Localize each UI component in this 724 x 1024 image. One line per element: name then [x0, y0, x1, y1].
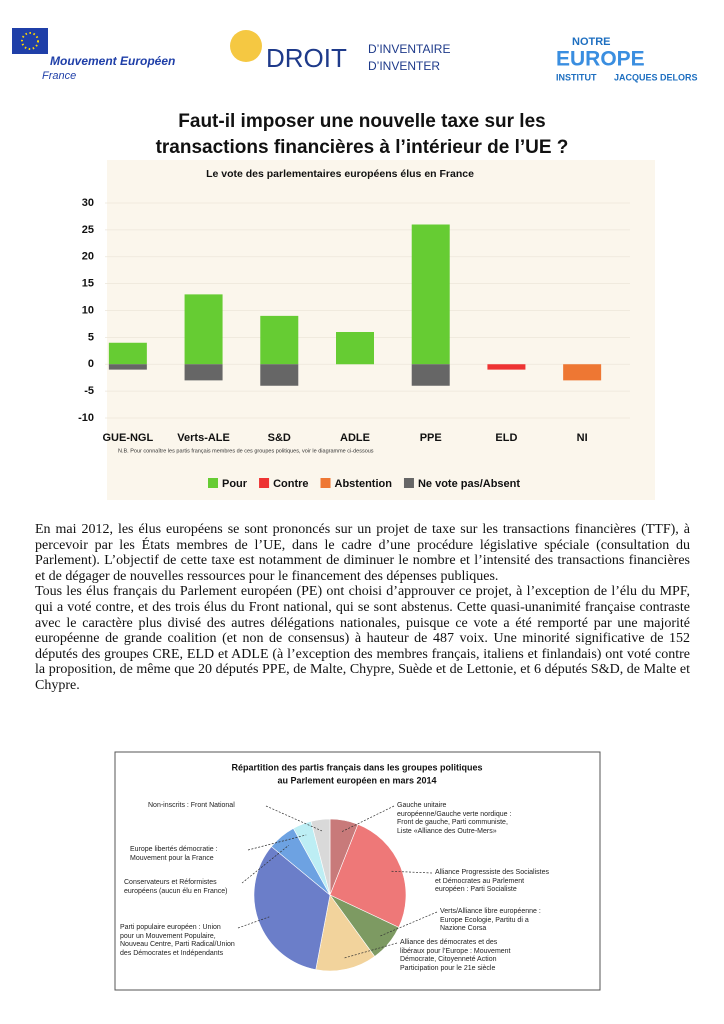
y-tick-label: -5 — [84, 385, 94, 397]
title: Faut-il imposer une nouvelle taxe sur le… — [178, 111, 545, 132]
y-tick-label: 10 — [82, 304, 94, 316]
x-tick-label: GUE-NGL — [102, 432, 153, 444]
logo-text: Mouvement Européen — [50, 54, 175, 68]
logo-text: EUROPE — [556, 48, 645, 71]
logo-text: INSTITUT — [556, 72, 597, 82]
bar — [184, 364, 223, 381]
bar — [184, 294, 223, 365]
chart-note: N.B. Pour connaître les partis français … — [118, 448, 374, 454]
y-tick-label: 15 — [82, 278, 94, 290]
legend-swatch — [403, 478, 414, 488]
x-tick-label: NI — [577, 432, 588, 444]
pie-label: Parti populaire européen : Union pour un… — [120, 924, 235, 957]
legend-label: Ne vote pas/Absent — [418, 478, 520, 490]
bar — [411, 224, 450, 365]
logo-text: D’INVENTER — [368, 59, 440, 73]
leader-line — [247, 834, 307, 851]
legend-swatch — [208, 478, 218, 488]
leader-line — [241, 844, 290, 884]
bar — [260, 315, 299, 365]
x-tick-label: ELD — [495, 432, 517, 444]
bar — [108, 364, 147, 370]
bar — [336, 332, 374, 365]
paragraph: En mai 2012, les élus européens se sont … — [35, 522, 690, 584]
pie-label: Alliance Progressiste des Socialistes et… — [435, 869, 549, 894]
y-tick-label: 5 — [88, 331, 94, 343]
bar — [487, 364, 526, 370]
x-tick-label: PPE — [420, 432, 442, 444]
bar — [411, 364, 450, 386]
body-text: En mai 2012, les élus européens se sont … — [35, 522, 690, 694]
chart-title: Le vote des parlementaires européens élu… — [206, 168, 474, 180]
y-tick-label: 25 — [82, 224, 94, 236]
bar — [563, 364, 602, 381]
eu-flag — [12, 28, 48, 54]
pie-label: Alliance des démocrates et des libéraux … — [400, 939, 511, 972]
x-tick-label: ADLE — [340, 432, 370, 444]
leader-line — [341, 805, 395, 832]
legend-label: Pour — [222, 478, 248, 490]
logo-text: D’INVENTAIRE — [368, 42, 450, 56]
legend-label: Abstention — [335, 478, 393, 490]
logo-text: DROIT — [266, 43, 347, 73]
bar — [108, 342, 147, 365]
pie-slice — [310, 818, 331, 896]
pie-slice — [315, 894, 376, 972]
pie-slice — [329, 823, 407, 928]
pie-label: Verts/Alliance libre européenne : Europe… — [440, 908, 541, 933]
pie-label: Conservateurs et Réformistes européens (… — [124, 879, 228, 895]
pie-label: Non-inscrits : Front National — [148, 802, 235, 809]
y-tick-label: 20 — [82, 251, 94, 263]
leader-line — [343, 942, 398, 959]
logo-circle — [230, 30, 262, 62]
y-tick-label: -10 — [78, 412, 94, 424]
x-tick-label: Verts-ALE — [177, 432, 230, 444]
title: transactions financières à l’intérieur d… — [156, 137, 569, 158]
pie-title: Répartition des partis français dans les… — [231, 762, 482, 772]
pie-label: Europe libertés démocratie : Mouvement p… — [130, 846, 218, 862]
logo-text: France — [42, 70, 76, 82]
pie-title: au Parlement européen en mars 2014 — [277, 775, 436, 785]
logo-text: NOTRE — [572, 36, 611, 48]
pie-label: Gauche unitaire européenne/Gauche verte … — [397, 802, 512, 835]
legend-swatch — [259, 478, 270, 488]
x-tick-label: S&D — [268, 432, 291, 444]
y-tick-label: 30 — [82, 197, 94, 209]
eu-stars — [21, 32, 39, 50]
paragraph: Tous les élus français du Parlement euro… — [35, 584, 690, 693]
bar — [260, 364, 299, 386]
legend-label: Contre — [273, 478, 308, 490]
legend-swatch — [320, 478, 331, 488]
y-tick-label: 0 — [88, 358, 94, 370]
logo-text: JACQUES DELORS — [614, 72, 698, 82]
